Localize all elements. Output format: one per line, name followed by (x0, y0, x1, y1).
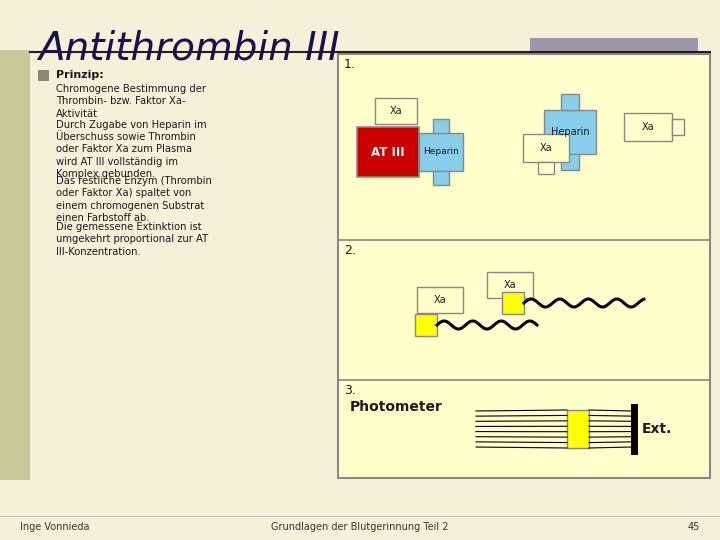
Text: Grundlagen der Blutgerinnung Teil 2: Grundlagen der Blutgerinnung Teil 2 (271, 522, 449, 532)
Text: Xa: Xa (642, 122, 654, 132)
Bar (417, 287, 463, 313)
Text: Chromogene Bestimmung der
Thrombin- bzw. Faktor Xa-
Aktivität: Chromogene Bestimmung der Thrombin- bzw.… (56, 84, 206, 119)
Text: Ext.: Ext. (642, 422, 672, 436)
Bar (544, 110, 596, 154)
Bar (419, 133, 463, 171)
Text: Xa: Xa (504, 280, 516, 290)
Bar (567, 410, 589, 448)
Bar (433, 119, 449, 133)
Text: Antithrombin III: Antithrombin III (38, 30, 340, 68)
Bar (530, 38, 698, 52)
Bar (338, 54, 710, 478)
Bar (561, 94, 579, 110)
Text: Inge Vonnieda: Inge Vonnieda (20, 522, 89, 532)
Bar (415, 314, 437, 336)
Bar (672, 119, 684, 135)
Bar (523, 134, 569, 162)
Bar (502, 292, 524, 314)
Bar (38, 70, 49, 81)
Text: Xa: Xa (433, 295, 446, 305)
Bar (487, 272, 533, 298)
Text: Photometer: Photometer (350, 400, 443, 414)
Bar (561, 154, 579, 170)
Text: Durch Zugabe von Heparin im
Überschuss sowie Thrombin
oder Faktor Xa zum Plasma
: Durch Zugabe von Heparin im Überschuss s… (56, 119, 207, 179)
Bar (357, 127, 419, 177)
Text: 1.: 1. (344, 58, 356, 71)
Bar (433, 171, 449, 185)
Text: Heparin: Heparin (423, 147, 459, 157)
Bar (538, 162, 554, 174)
Text: Xa: Xa (390, 106, 402, 116)
Text: Heparin: Heparin (551, 127, 589, 137)
Text: Das restliche Enzym (Thrombin
oder Faktor Xa) spaltet von
einem chromogenen Subs: Das restliche Enzym (Thrombin oder Fakto… (56, 176, 212, 223)
Text: Xa: Xa (540, 143, 552, 153)
Text: 3.: 3. (344, 384, 356, 397)
Text: Prinzip:: Prinzip: (56, 70, 104, 80)
Text: 2.: 2. (344, 244, 356, 257)
Bar (624, 113, 672, 141)
Text: Die gemessene Extinktion ist
umgekehrt proportional zur AT
III-Konzentration.: Die gemessene Extinktion ist umgekehrt p… (56, 222, 208, 257)
Text: AT III: AT III (372, 145, 405, 159)
Bar (375, 98, 417, 124)
Bar (0, 50, 30, 480)
Text: 45: 45 (688, 522, 700, 532)
